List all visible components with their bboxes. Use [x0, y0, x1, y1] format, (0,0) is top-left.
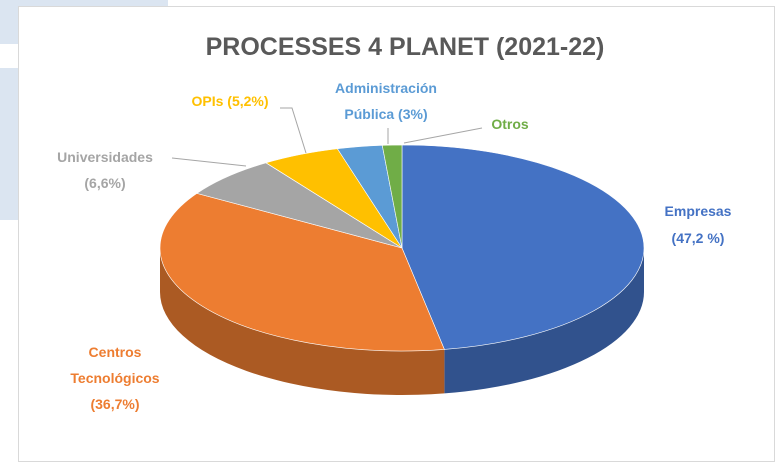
chart-title: PROCESSES 4 PLANET (2021-22) [206, 33, 605, 61]
data-label-1: Centros Tecnológicos (36,7%) [70, 344, 159, 412]
leader-line-5 [403, 127, 483, 144]
pie-depth [160, 248, 644, 395]
data-labels: Empresas (47,2 %) Centros Tecnológicos (36,7… [57, 80, 732, 412]
slice-side-1 [160, 248, 445, 395]
data-label-0: Empresas (47,2 %) [665, 203, 732, 246]
slice-1 [159, 193, 445, 352]
pie-slices [159, 144, 645, 352]
data-label-2: Universidades (6,6%) [57, 149, 153, 191]
leader-line-3 [280, 107, 307, 154]
data-label-4: Administración Pública (3%) [335, 80, 437, 122]
data-label-5: Otros [491, 116, 529, 132]
slice-5 [381, 144, 403, 249]
data-label-3: OPIs (5,2%) [191, 93, 268, 109]
slice-side-0 [444, 248, 644, 394]
leader-lines [171, 107, 483, 167]
slice-0 [401, 144, 645, 350]
leader-line-2 [171, 157, 247, 167]
